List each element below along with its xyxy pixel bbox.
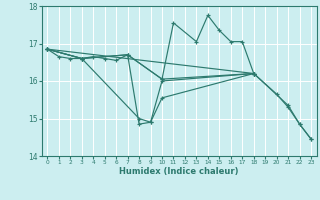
X-axis label: Humidex (Indice chaleur): Humidex (Indice chaleur) <box>119 167 239 176</box>
